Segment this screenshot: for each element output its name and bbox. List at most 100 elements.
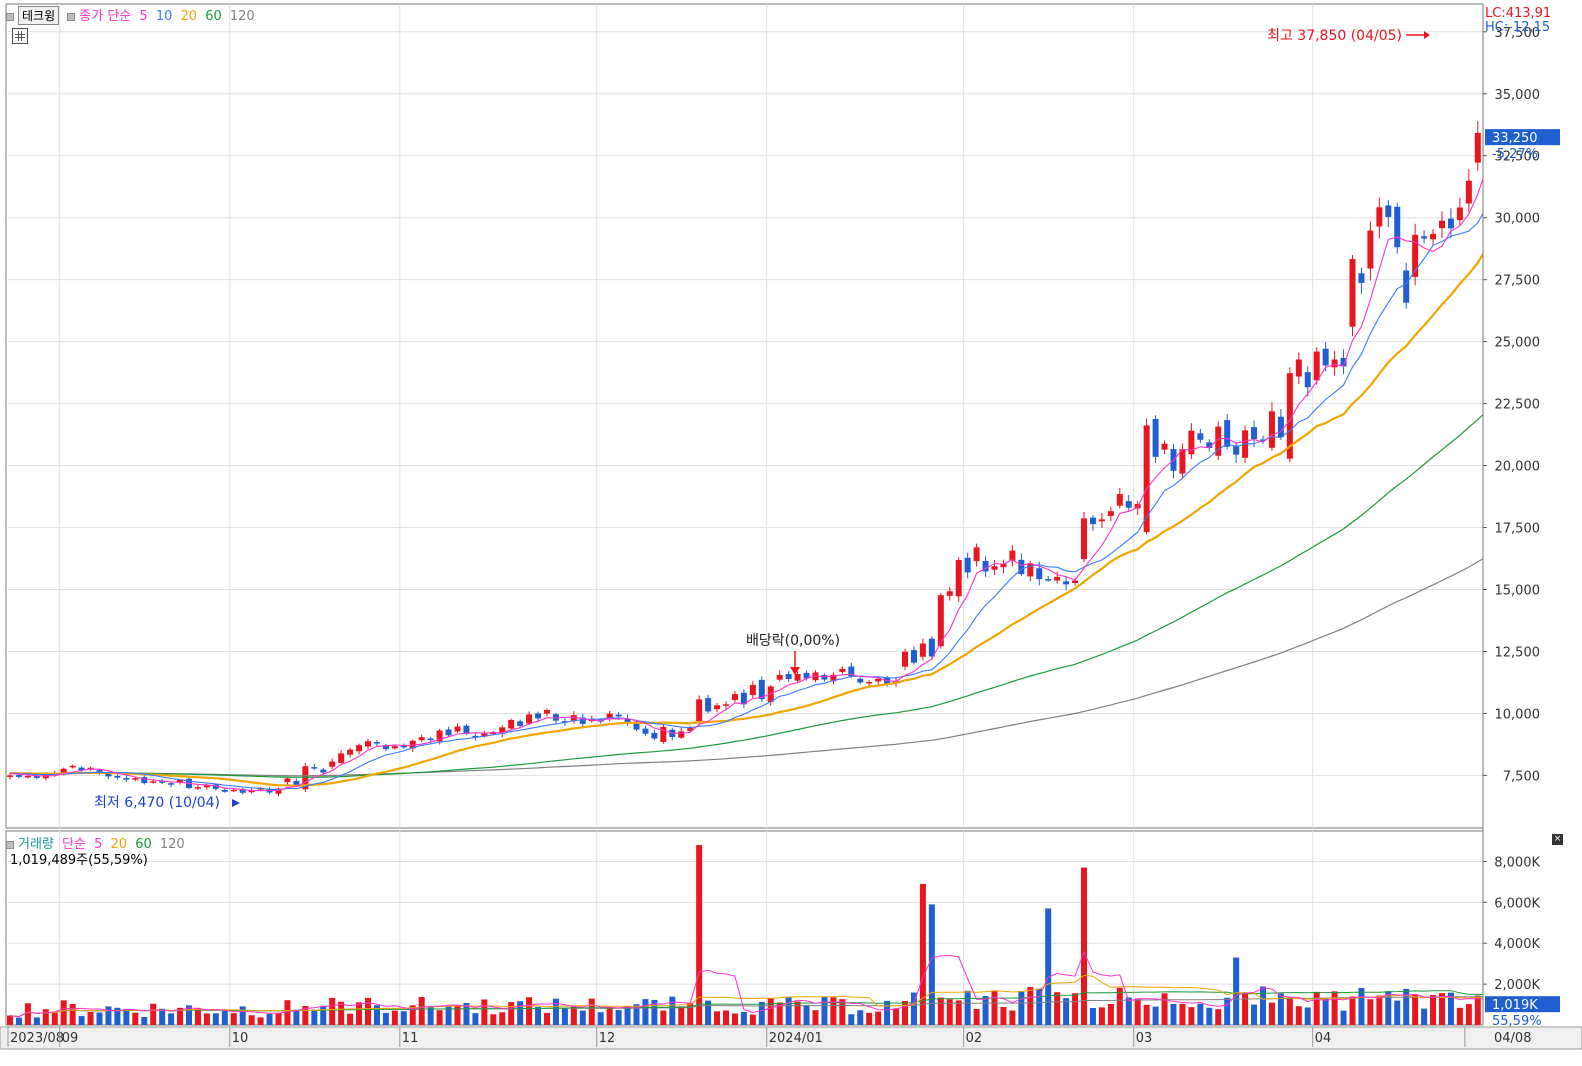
candle-body: [740, 692, 747, 705]
candle: [1268, 402, 1275, 451]
candle-body: [1188, 430, 1195, 455]
candle: [454, 723, 461, 733]
volume-bar: [660, 1010, 667, 1025]
candle-body: [96, 770, 103, 774]
candle-body: [928, 638, 935, 657]
volume-bar: [490, 1014, 497, 1025]
volume-bar: [7, 1015, 13, 1025]
candle: [159, 779, 166, 785]
volume-bar: [42, 1009, 49, 1025]
candle-body: [1116, 494, 1123, 506]
volume-bar: [391, 1010, 398, 1025]
candle-body: [1161, 443, 1168, 450]
candle-body: [168, 783, 175, 785]
vol-ma120-label[interactable]: 120: [159, 837, 185, 852]
ma120-label[interactable]: 120: [229, 9, 255, 24]
candle-body: [1036, 568, 1043, 580]
candle: [749, 680, 756, 699]
candle-body: [1206, 442, 1213, 448]
vol-ma5-label[interactable]: 5: [94, 837, 103, 852]
volume-bar: [1000, 1006, 1007, 1025]
candle: [1474, 121, 1481, 171]
volume-bar: [1376, 995, 1383, 1025]
current-price-label: 33,250: [1492, 131, 1538, 146]
volume-bar: [982, 996, 989, 1025]
price-tick-label: 32,500: [1495, 150, 1541, 165]
volume-bar: [687, 1002, 694, 1025]
volume-bar: [239, 1006, 246, 1025]
candle: [794, 671, 801, 683]
candle: [284, 776, 291, 785]
candle: [1340, 349, 1347, 375]
candle: [1116, 488, 1123, 509]
candle-body: [1295, 359, 1302, 377]
x-tick-label: 03: [1136, 1031, 1153, 1046]
volume-bar: [767, 998, 774, 1025]
volume-bar: [1367, 999, 1374, 1025]
price-tick-label: 15,000: [1495, 584, 1541, 599]
volume-bar: [177, 1007, 184, 1025]
vol-ma20-label[interactable]: 20: [110, 837, 128, 852]
stock-name-button[interactable]: 테크윙: [18, 6, 60, 25]
candle-body: [436, 730, 443, 742]
volume-bar: [1474, 995, 1481, 1025]
candle: [535, 711, 542, 721]
candle-body: [1089, 517, 1096, 525]
volume-bar: [1152, 1006, 1159, 1025]
candle-body: [1125, 501, 1132, 508]
candle-body: [1304, 372, 1311, 388]
high-annotation: 최고 37,850 (04/05): [1267, 28, 1402, 44]
candle-body: [24, 775, 31, 778]
volume-label[interactable]: 거래량: [18, 837, 54, 852]
candle: [579, 713, 586, 727]
candle-body: [1430, 233, 1437, 240]
ma20-label[interactable]: 20: [180, 9, 198, 24]
volume-panel[interactable]: [5, 830, 1582, 1026]
price-tick-label: 10,000: [1495, 707, 1541, 722]
close-icon[interactable]: ×: [1552, 834, 1563, 845]
volume-bar: [347, 1013, 354, 1025]
candle-body: [1197, 433, 1204, 440]
candle-body: [508, 719, 515, 729]
volume-bar: [714, 1011, 721, 1025]
ma10-label[interactable]: 10: [155, 9, 173, 24]
grid-table-icon[interactable]: [12, 28, 28, 44]
x-tick-label: 10: [232, 1031, 249, 1046]
candle-body: [955, 560, 962, 597]
price-panel[interactable]: 최고 37,850 (04/05) 최저 6,470 (10/04) 배당락(0,0…: [5, 3, 1582, 829]
volume-bar: [642, 999, 649, 1025]
volume-bar: [168, 1013, 175, 1025]
volume-bar: [1224, 997, 1231, 1025]
candle-body: [1045, 579, 1052, 581]
ma5-label[interactable]: 5: [139, 9, 148, 24]
candle-body: [481, 733, 488, 737]
volume-bar: [338, 1001, 345, 1025]
candle-body: [723, 704, 729, 706]
price-tick-label: 35,000: [1495, 88, 1541, 103]
ma60-label[interactable]: 60: [205, 9, 222, 24]
candle-body: [1152, 418, 1159, 457]
candle-body: [114, 775, 121, 778]
volume-bar: [293, 1009, 300, 1025]
candle: [919, 638, 926, 661]
candle-body: [284, 778, 291, 783]
price-ma-label[interactable]: 종가 단순: [79, 9, 132, 24]
volume-bar: [33, 1017, 40, 1025]
candle-body: [839, 668, 846, 672]
volume-bar: [1465, 1004, 1472, 1025]
candle: [1367, 221, 1374, 281]
volume-ma-label[interactable]: 단순: [62, 837, 86, 852]
candle: [365, 738, 371, 750]
candle-body: [1268, 411, 1275, 448]
volume-bar: [561, 1007, 568, 1025]
candle-body: [1412, 234, 1419, 277]
candle-body: [320, 769, 327, 773]
vol-ma60-label[interactable]: 60: [135, 837, 152, 852]
volume-bar: [1447, 992, 1454, 1025]
volume-bar: [785, 996, 792, 1025]
candle-body: [991, 566, 998, 570]
candle-body: [1340, 357, 1347, 367]
candle: [1430, 229, 1437, 246]
candle-body: [964, 557, 971, 573]
